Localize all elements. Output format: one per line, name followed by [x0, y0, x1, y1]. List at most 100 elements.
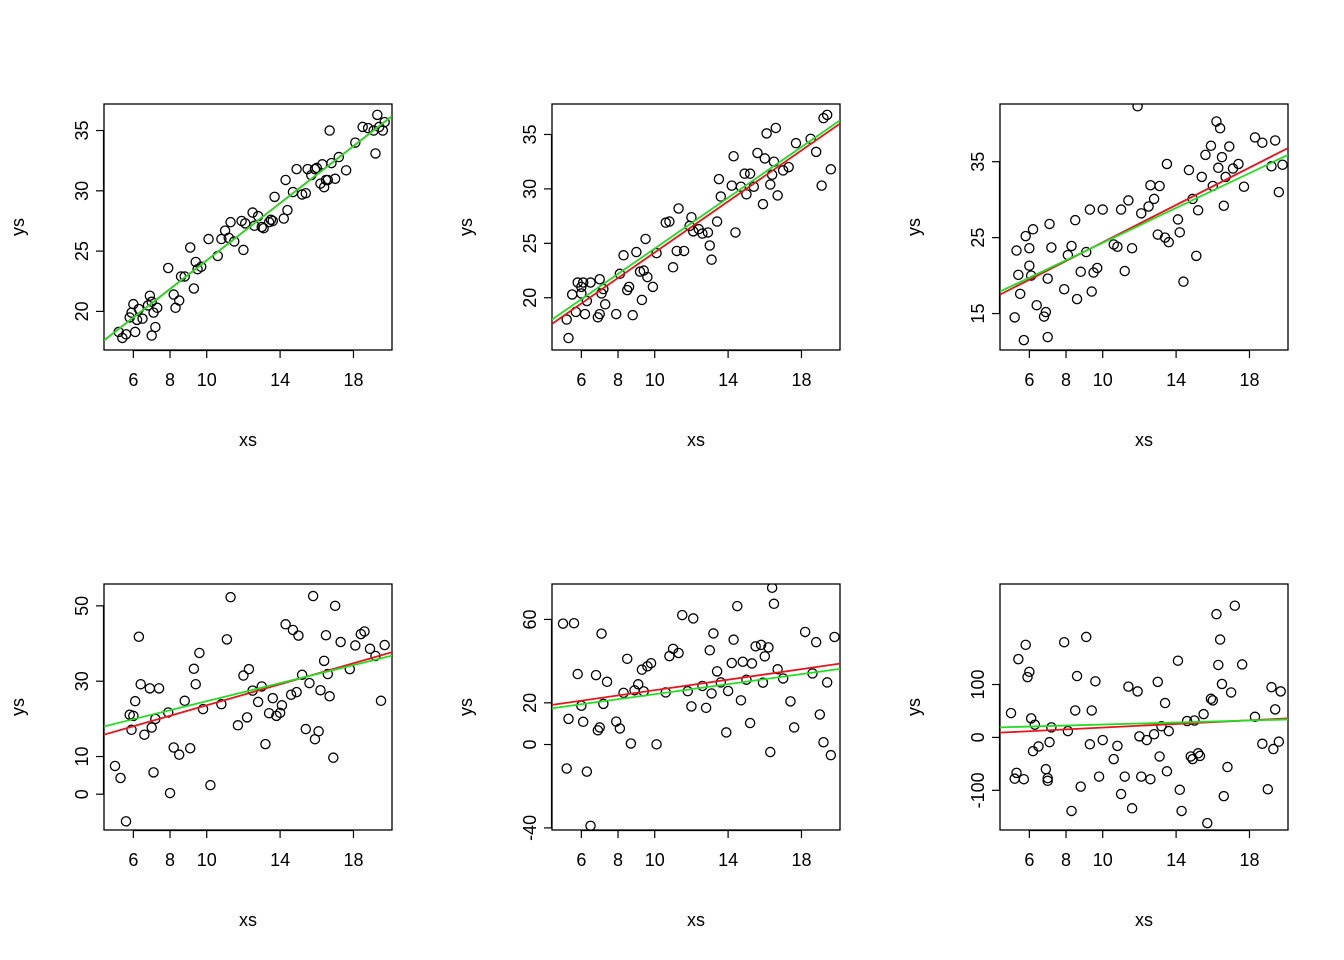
data-point — [350, 640, 361, 651]
data-points — [1005, 600, 1286, 829]
data-point — [614, 723, 626, 734]
fit-line-red — [104, 651, 392, 736]
data-point — [1148, 193, 1160, 205]
x-tick-label: 18 — [1239, 370, 1259, 390]
data-point — [1266, 161, 1277, 172]
data-point — [139, 729, 150, 740]
x-tick-label: 6 — [1024, 850, 1034, 870]
y-tick-label: 20 — [520, 693, 540, 713]
data-point — [1172, 214, 1184, 225]
data-point — [379, 639, 390, 651]
data-point — [350, 137, 361, 148]
data-point — [1196, 171, 1208, 183]
fit-line-green — [104, 654, 392, 728]
data-point — [1022, 671, 1033, 683]
x-tick-label: 18 — [791, 370, 811, 390]
data-point — [1192, 748, 1204, 759]
data-point — [109, 760, 121, 772]
y-tick-label: 30 — [72, 181, 92, 201]
data-point — [115, 772, 126, 784]
data-point — [1042, 331, 1053, 343]
y-tick-label: 35 — [520, 124, 540, 144]
fit-lines — [104, 651, 392, 736]
data-point — [252, 696, 264, 708]
data-point — [1069, 705, 1081, 716]
data-point — [1069, 214, 1081, 226]
data-point — [1213, 659, 1224, 671]
data-point — [1152, 229, 1164, 240]
data-point — [757, 198, 769, 210]
data-point — [1058, 636, 1070, 648]
data-point — [577, 716, 589, 728]
data-point — [1268, 743, 1279, 755]
data-point — [324, 691, 335, 702]
data-point — [704, 645, 716, 656]
x-axis-title: xs — [687, 910, 705, 930]
data-point — [735, 695, 747, 706]
data-point — [739, 168, 750, 179]
data-point — [243, 663, 255, 675]
data-point — [737, 656, 749, 668]
x-tick-label: 14 — [270, 850, 290, 870]
data-point — [1027, 745, 1039, 757]
data-point — [179, 695, 190, 707]
data-point — [810, 636, 822, 648]
data-point — [1020, 230, 1031, 242]
data-point — [627, 309, 638, 321]
data-point — [722, 685, 734, 697]
panel-2: 6 8 10 14 18 20 25 30 35 xs ys — [456, 103, 841, 450]
data-point — [1229, 600, 1241, 611]
data-point — [814, 709, 826, 720]
data-point — [129, 326, 141, 338]
data-point — [577, 277, 589, 288]
data-point — [799, 626, 811, 638]
data-point — [372, 109, 383, 121]
data-point — [1172, 655, 1184, 666]
data-point — [651, 739, 662, 750]
data-point — [1222, 761, 1233, 773]
data-point — [825, 164, 837, 175]
data-point — [1198, 708, 1209, 720]
x-tick-label: 10 — [1093, 850, 1113, 870]
data-point — [1071, 670, 1083, 682]
data-point — [1189, 715, 1200, 726]
x-tick-label: 14 — [270, 370, 290, 390]
data-point — [1024, 243, 1035, 254]
data-point — [1042, 775, 1053, 787]
data-point — [715, 191, 727, 202]
data-point — [1058, 284, 1070, 295]
data-point — [783, 161, 794, 173]
data-point — [687, 613, 699, 624]
data-point — [818, 112, 829, 124]
data-point — [730, 227, 741, 238]
data-point — [144, 683, 156, 694]
data-point — [153, 683, 165, 694]
data-point — [697, 680, 708, 692]
data-point — [241, 712, 253, 723]
x-axis-title: xs — [239, 910, 257, 930]
x-tick-label: 8 — [613, 370, 623, 390]
data-point — [821, 109, 833, 121]
y-tick-label: -100 — [968, 772, 988, 808]
data-point — [1112, 241, 1123, 252]
data-point — [1097, 204, 1108, 215]
data-point — [766, 584, 778, 594]
data-point — [1143, 201, 1154, 212]
data-point — [1266, 681, 1277, 693]
data-point — [579, 308, 591, 320]
data-point — [651, 247, 662, 259]
data-point — [1080, 631, 1092, 643]
data-point — [1145, 179, 1156, 191]
data-point — [184, 743, 196, 754]
x-tick-label: 6 — [576, 850, 586, 870]
data-point — [1176, 805, 1187, 817]
data-point — [1020, 639, 1031, 651]
data-point — [1262, 784, 1274, 795]
data-point — [1013, 269, 1024, 281]
data-point — [1084, 204, 1096, 215]
data-point — [631, 246, 642, 258]
data-point — [1119, 771, 1130, 782]
data-point — [594, 722, 605, 733]
data-point — [267, 215, 279, 227]
data-point — [572, 668, 583, 680]
